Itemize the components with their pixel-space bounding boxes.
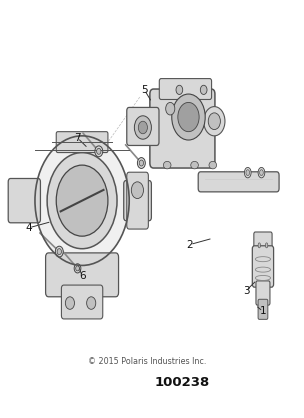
FancyBboxPatch shape — [127, 172, 148, 229]
Circle shape — [172, 94, 205, 140]
Ellipse shape — [260, 170, 263, 176]
Ellipse shape — [244, 167, 251, 178]
FancyBboxPatch shape — [127, 107, 159, 145]
Circle shape — [55, 246, 63, 257]
Ellipse shape — [258, 243, 261, 248]
Ellipse shape — [191, 161, 198, 169]
Circle shape — [74, 264, 81, 273]
Circle shape — [57, 249, 61, 255]
FancyBboxPatch shape — [150, 89, 215, 168]
Circle shape — [139, 160, 143, 166]
Ellipse shape — [258, 167, 265, 178]
FancyBboxPatch shape — [46, 253, 119, 297]
FancyBboxPatch shape — [252, 246, 274, 287]
Circle shape — [208, 113, 220, 130]
Circle shape — [56, 165, 108, 236]
FancyBboxPatch shape — [198, 172, 279, 192]
Ellipse shape — [209, 161, 216, 169]
Text: 7: 7 — [74, 133, 81, 143]
Ellipse shape — [246, 170, 250, 176]
Circle shape — [97, 148, 101, 154]
FancyBboxPatch shape — [56, 132, 108, 153]
Circle shape — [65, 297, 74, 309]
Circle shape — [176, 85, 183, 94]
Text: 1: 1 — [260, 306, 266, 316]
Circle shape — [131, 182, 143, 199]
Circle shape — [35, 136, 129, 265]
Text: 6: 6 — [79, 271, 85, 281]
Text: 5: 5 — [141, 85, 148, 95]
Circle shape — [137, 158, 145, 168]
Ellipse shape — [265, 243, 268, 248]
FancyBboxPatch shape — [8, 178, 40, 223]
Text: 3: 3 — [243, 285, 250, 296]
Circle shape — [166, 102, 175, 115]
Text: 4: 4 — [26, 223, 32, 233]
Circle shape — [47, 153, 117, 249]
FancyBboxPatch shape — [159, 79, 212, 99]
Circle shape — [204, 107, 225, 136]
Text: © 2015 Polaris Industries Inc.: © 2015 Polaris Industries Inc. — [88, 357, 207, 366]
Circle shape — [200, 85, 207, 94]
Circle shape — [95, 146, 103, 157]
Circle shape — [138, 121, 147, 134]
FancyBboxPatch shape — [254, 232, 272, 253]
FancyBboxPatch shape — [258, 299, 268, 319]
Circle shape — [76, 266, 79, 271]
Circle shape — [178, 102, 199, 132]
Circle shape — [87, 297, 96, 309]
FancyBboxPatch shape — [256, 281, 270, 305]
Text: 2: 2 — [187, 240, 193, 250]
Circle shape — [134, 116, 151, 139]
FancyBboxPatch shape — [61, 285, 103, 319]
Text: 100238: 100238 — [155, 376, 210, 389]
Ellipse shape — [163, 161, 171, 169]
FancyBboxPatch shape — [124, 181, 151, 221]
